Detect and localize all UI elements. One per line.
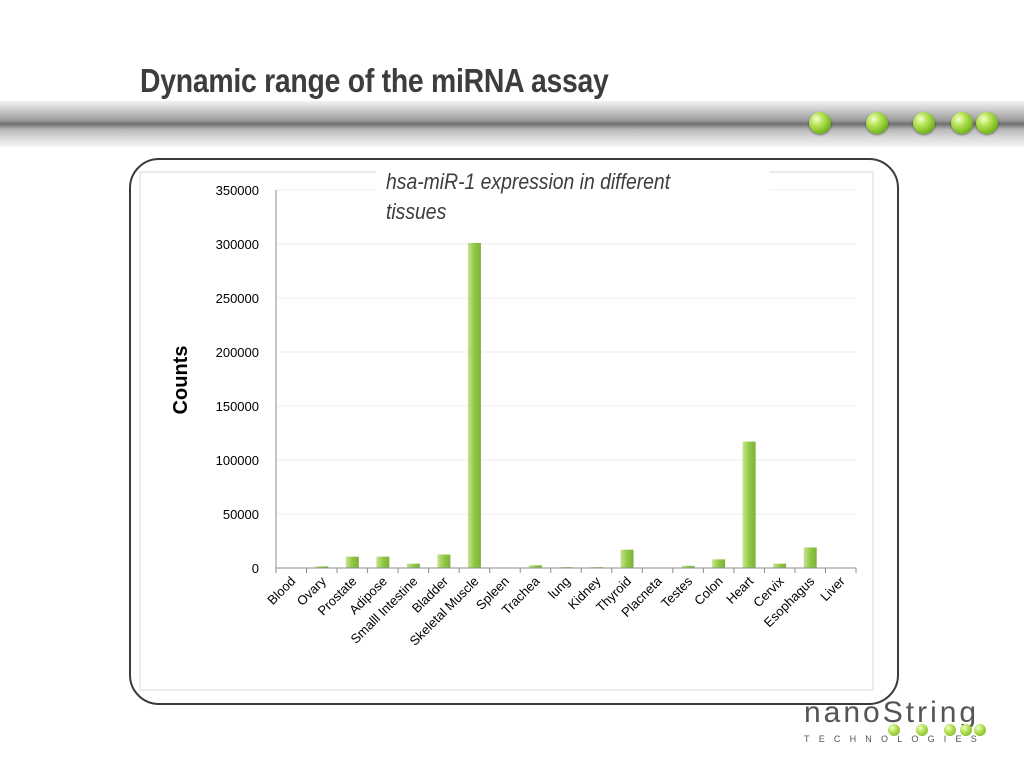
bars <box>284 242 848 569</box>
green-dot-icon <box>951 112 973 134</box>
logo-dot-icon <box>916 724 928 736</box>
x-tick-label: Testes <box>658 573 696 611</box>
bar-esophagus <box>803 547 817 568</box>
bar-testes <box>681 565 695 568</box>
bar-prostate <box>345 556 359 568</box>
green-dot-icon <box>913 112 935 134</box>
green-dot-icon <box>866 112 888 134</box>
chart-frame <box>129 158 899 705</box>
bar-ovary <box>315 566 329 568</box>
y-tick-label: 300000 <box>216 237 259 252</box>
x-tick-label: Colon <box>691 574 726 609</box>
bar-adipose <box>376 556 390 568</box>
y-tick-labels: 0 50000 100000 150000 200000 250000 300000 3500… <box>216 183 259 576</box>
x-tick-label: Blood <box>264 574 298 608</box>
y-tick-label: 50000 <box>223 507 259 522</box>
y-axis-label: Counts <box>170 346 192 415</box>
green-dot-icon <box>976 112 998 134</box>
bar-bladder <box>437 554 451 568</box>
logo-dot-icon <box>960 724 972 736</box>
header-band <box>0 101 1024 147</box>
y-tick-label: 0 <box>252 561 259 576</box>
y-tick-label: 200000 <box>216 345 259 360</box>
logo-dot-icon <box>944 724 956 736</box>
green-dot-icon <box>809 112 831 134</box>
bar-heart <box>742 441 756 568</box>
x-tick-label: Liver <box>817 573 848 604</box>
logo-wordmark: nanoString <box>804 696 980 729</box>
bar-thyroid <box>620 549 634 568</box>
slide-title: Dynamic range of the miRNA assay <box>140 62 609 99</box>
chart-subtitle: hsa-miR-1 expression in different tissue… <box>386 169 671 224</box>
subtitle-box <box>376 160 769 228</box>
y-tick-label: 350000 <box>216 183 259 198</box>
y-tick-label: 100000 <box>216 453 259 468</box>
y-tick-label: 150000 <box>216 399 259 414</box>
axes <box>275 190 857 573</box>
bar-smalll-intestine <box>406 563 420 568</box>
logo-dot-icon <box>888 724 900 736</box>
nanostring-logo: nanoString TECHNOLOGIES <box>800 696 1000 756</box>
logo-dot-icon <box>974 724 986 736</box>
bar-skeletal-muscle <box>467 242 481 569</box>
y-tick-label: 250000 <box>216 291 259 306</box>
logo-tagline: TECHNOLOGIES <box>804 734 986 744</box>
gridlines <box>276 189 856 515</box>
bar-trachea <box>528 565 542 568</box>
bar-cervix <box>773 563 787 568</box>
bar-colon <box>712 559 726 568</box>
